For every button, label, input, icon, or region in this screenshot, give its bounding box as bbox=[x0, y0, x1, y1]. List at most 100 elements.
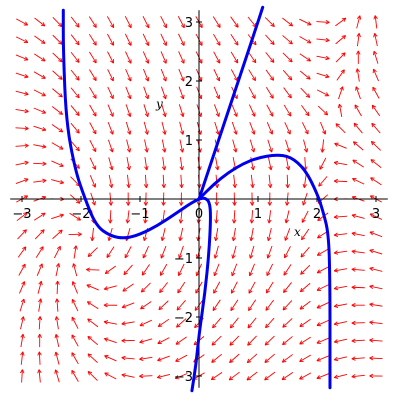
field-arrow bbox=[230, 281, 238, 294]
field-arrow bbox=[247, 317, 257, 329]
field-arrow bbox=[303, 139, 309, 153]
field-arrow bbox=[250, 174, 255, 189]
field-arrow bbox=[281, 372, 294, 381]
field-arrow bbox=[247, 335, 257, 346]
x-tick-label: −3 bbox=[12, 207, 31, 222]
field-arrow bbox=[299, 18, 312, 26]
field-arrow bbox=[34, 17, 46, 27]
field-arrow bbox=[316, 37, 330, 43]
field-arrow bbox=[355, 86, 361, 100]
field-arrow bbox=[159, 282, 168, 294]
field-arrow bbox=[248, 51, 257, 64]
field-arrow bbox=[353, 122, 363, 134]
field-arrow bbox=[266, 263, 274, 276]
field-arrow bbox=[126, 139, 132, 153]
field-arrow bbox=[247, 16, 257, 28]
field-arrow bbox=[282, 17, 294, 27]
field-arrow bbox=[282, 336, 293, 346]
field-arrow bbox=[140, 282, 151, 293]
field-arrow bbox=[333, 160, 348, 166]
field-arrow bbox=[37, 280, 43, 294]
field-arrow bbox=[175, 354, 188, 362]
field-arrow bbox=[213, 227, 219, 242]
field-arrow bbox=[266, 245, 273, 259]
field-arrow bbox=[18, 263, 26, 276]
field-arrow bbox=[316, 89, 330, 97]
y-tick-label: −2 bbox=[174, 311, 193, 326]
field-arrow bbox=[213, 69, 221, 82]
field-arrow bbox=[37, 351, 42, 365]
field-arrow bbox=[265, 34, 275, 45]
field-arrow bbox=[333, 356, 348, 362]
field-arrow bbox=[299, 36, 312, 44]
field-arrow bbox=[104, 355, 117, 362]
field-arrow bbox=[351, 320, 365, 326]
field-arrow bbox=[142, 15, 150, 29]
field-arrow bbox=[299, 300, 311, 310]
field-arrow bbox=[211, 335, 222, 346]
solution-curve-1 bbox=[61, 8, 201, 240]
field-arrow bbox=[372, 68, 379, 82]
field-arrow bbox=[157, 318, 170, 328]
field-arrow bbox=[104, 265, 117, 275]
field-arrow bbox=[231, 227, 237, 242]
field-arrow bbox=[300, 87, 311, 98]
field-arrow bbox=[178, 227, 184, 242]
field-arrow bbox=[178, 51, 185, 64]
field-arrow bbox=[88, 16, 97, 28]
field-arrow bbox=[335, 17, 347, 27]
field-arrow bbox=[333, 250, 348, 255]
field-arrow bbox=[373, 15, 378, 29]
field-arrow bbox=[107, 51, 114, 64]
field-arrow bbox=[108, 157, 114, 171]
axis-ticks: −3 −2 −1 0 1 2 3 −3 −2 −1 1 2 3 bbox=[12, 16, 380, 385]
field-arrow bbox=[73, 245, 78, 259]
field-arrow bbox=[299, 70, 311, 80]
field-arrow bbox=[15, 108, 29, 114]
y-tick-label: 3 bbox=[185, 16, 193, 31]
field-arrow bbox=[20, 316, 25, 330]
field-arrow bbox=[142, 245, 149, 259]
field-arrow bbox=[15, 54, 29, 61]
x-tick-label: 3 bbox=[372, 207, 380, 222]
field-arrow bbox=[87, 247, 98, 258]
field-arrow bbox=[144, 157, 149, 171]
field-arrow bbox=[33, 144, 47, 149]
field-arrow bbox=[54, 369, 60, 383]
field-arrow bbox=[266, 122, 274, 135]
field-arrow bbox=[285, 174, 290, 189]
field-arrow bbox=[87, 318, 99, 328]
field-arrow bbox=[333, 214, 348, 220]
field-arrow bbox=[316, 284, 329, 291]
field-arrow bbox=[283, 264, 292, 276]
field-arrow bbox=[178, 210, 184, 224]
field-arrow bbox=[177, 263, 185, 277]
field-arrow bbox=[229, 317, 239, 329]
field-arrow bbox=[333, 338, 348, 344]
field-arrow bbox=[213, 51, 221, 64]
field-arrow bbox=[107, 33, 115, 46]
field-arrow bbox=[35, 246, 44, 258]
field-arrow bbox=[214, 121, 220, 135]
field-arrow bbox=[143, 210, 148, 224]
field-arrow bbox=[107, 139, 114, 153]
field-arrow bbox=[55, 263, 61, 277]
field-arrow bbox=[264, 335, 275, 346]
field-arrow bbox=[143, 174, 149, 189]
field-arrow bbox=[373, 33, 378, 47]
x-axis-label: x bbox=[294, 225, 301, 239]
field-arrow bbox=[161, 157, 167, 171]
field-arrow bbox=[265, 52, 275, 63]
field-arrow bbox=[70, 34, 80, 46]
field-arrow bbox=[369, 302, 383, 307]
field-arrow bbox=[282, 69, 293, 81]
field-arrow bbox=[284, 228, 291, 241]
field-arrow bbox=[265, 87, 274, 99]
field-arrow bbox=[371, 122, 381, 134]
field-arrow bbox=[123, 264, 133, 276]
field-arrow bbox=[34, 35, 46, 44]
field-arrow bbox=[89, 139, 97, 153]
field-arrow bbox=[108, 210, 113, 224]
field-arrow bbox=[19, 369, 25, 383]
